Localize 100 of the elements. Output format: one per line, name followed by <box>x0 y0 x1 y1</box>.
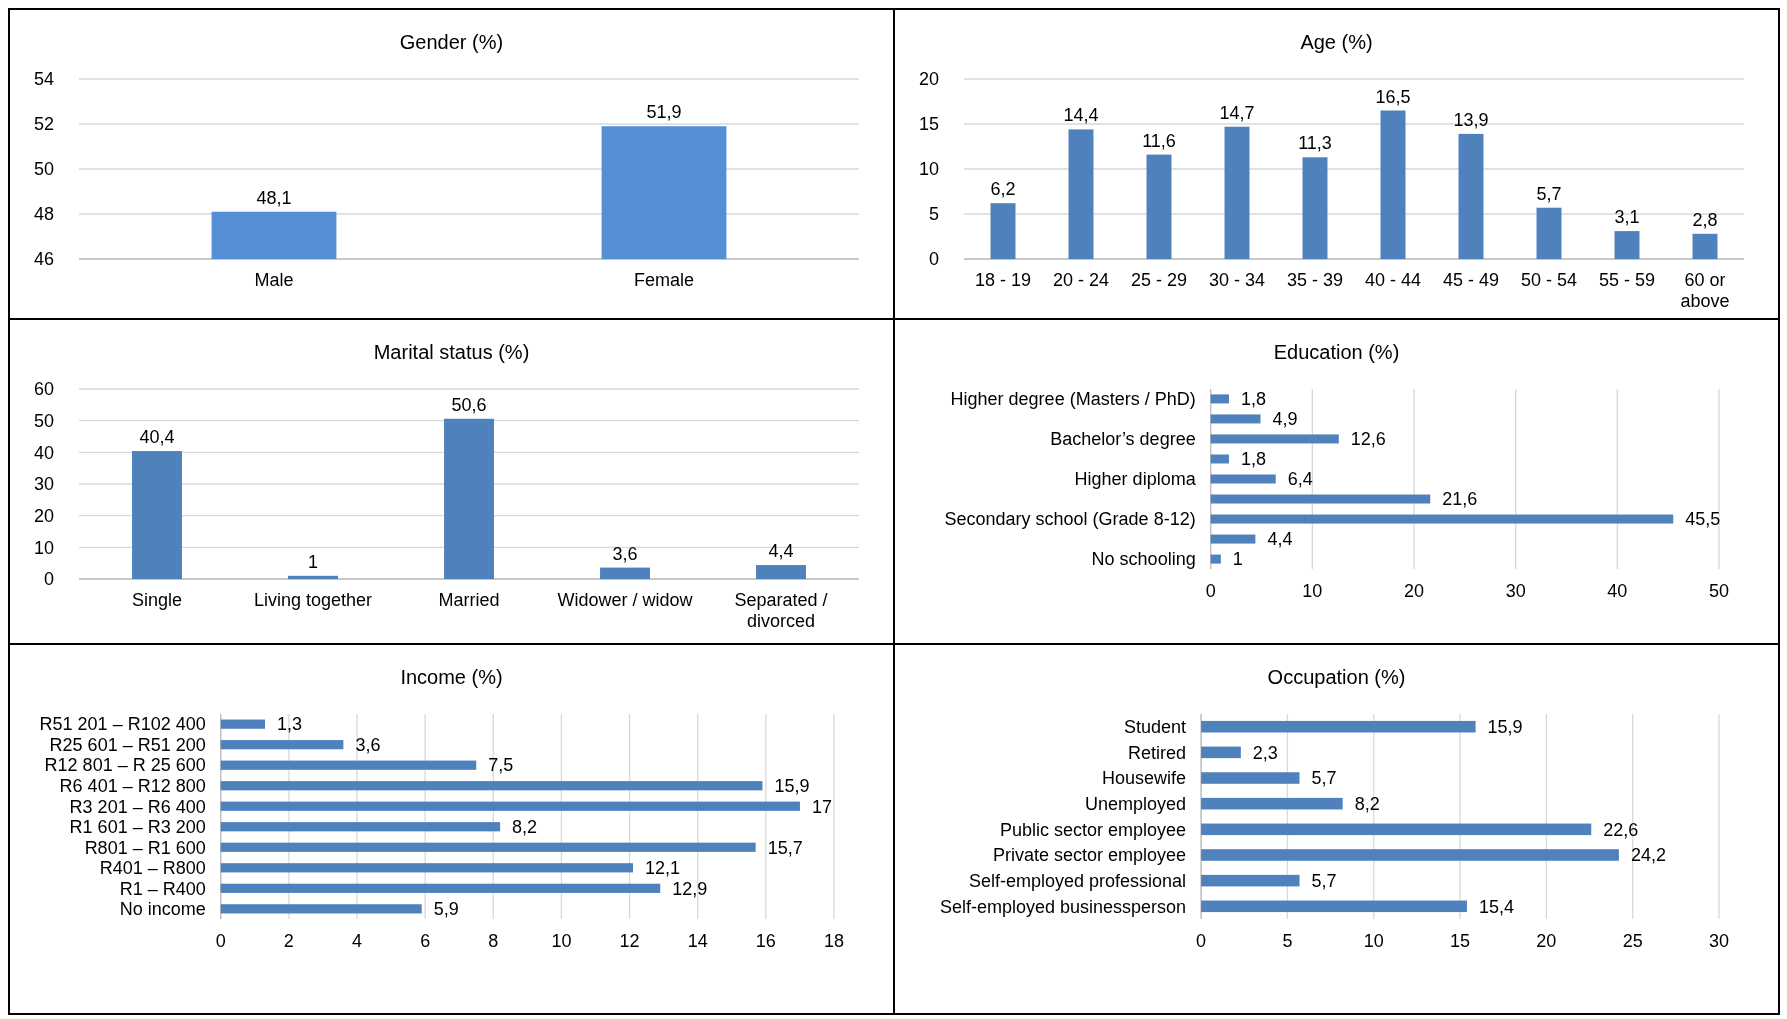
data-label: 1,3 <box>277 714 303 735</box>
x-tick-label: Married <box>438 590 500 610</box>
bar <box>220 842 756 852</box>
bar <box>220 822 501 832</box>
y-tick-label: Housewife <box>1102 768 1187 789</box>
data-label: 2,3 <box>1252 742 1278 763</box>
data-label: 11,3 <box>1298 133 1332 154</box>
x-tick-label: 0 <box>215 931 226 951</box>
data-label: 3,6 <box>355 734 381 755</box>
data-label: 11,6 <box>1142 130 1176 151</box>
data-label: 2,8 <box>1692 209 1718 230</box>
y-tick-label: R1 – R400 <box>119 878 206 899</box>
bar <box>1068 129 1094 259</box>
y-tick-label: R6 401 – R12 800 <box>59 776 206 797</box>
y-tick-label: 52 <box>33 114 54 135</box>
bar <box>220 904 422 914</box>
y-tick-label: Student <box>1124 717 1187 737</box>
data-label: 12,9 <box>672 878 708 899</box>
data-label: 8,2 <box>512 817 538 838</box>
x-tick-label: 20 <box>1403 581 1425 601</box>
x-tick-label: 16 <box>755 931 776 951</box>
data-label: 17 <box>811 796 832 817</box>
y-tick-label: Private sector employee <box>993 845 1187 866</box>
bar <box>1302 157 1328 259</box>
data-label: 6,4 <box>1287 469 1313 490</box>
y-tick-label: 40 <box>33 442 54 463</box>
x-tick-label: 14 <box>687 931 708 951</box>
data-label: 45,5 <box>1685 509 1721 530</box>
bar <box>1201 746 1241 759</box>
y-tick-label: Higher degree (Masters / PhD) <box>950 389 1196 410</box>
y-tick-label: 0 <box>928 249 939 270</box>
x-tick-label: 12 <box>619 931 640 951</box>
data-label: 14,7 <box>1219 102 1255 123</box>
data-label: 7,5 <box>488 755 514 776</box>
y-tick-label: Bachelor’s degree <box>1050 429 1196 450</box>
data-label: 24,2 <box>1630 845 1666 866</box>
x-tick-label: Single <box>131 590 183 610</box>
data-label: 15,4 <box>1478 896 1515 917</box>
x-tick-label: 4 <box>352 931 363 951</box>
data-label: 13,9 <box>1453 109 1489 130</box>
y-tick-label: R12 801 – R 25 600 <box>44 755 206 776</box>
y-tick-label: 20 <box>918 69 939 90</box>
data-label: 21,6 <box>1442 489 1478 510</box>
bar <box>1614 231 1640 259</box>
bar <box>1210 554 1221 564</box>
x-tick-label: 2 <box>283 931 294 951</box>
bar <box>1210 394 1229 404</box>
data-label: 12,1 <box>644 858 681 879</box>
y-tick-label: 48 <box>33 204 54 225</box>
bar <box>1210 534 1256 544</box>
bar <box>220 740 344 750</box>
data-label: 1,8 <box>1240 389 1266 410</box>
data-label: 22,6 <box>1603 819 1639 840</box>
bar <box>1146 154 1172 259</box>
x-tick-label: Separated / divorced <box>734 590 828 631</box>
x-tick-label: 30 <box>1708 931 1730 951</box>
data-label: 3,6 <box>612 543 638 564</box>
y-tick-label: R401 – R800 <box>99 858 206 879</box>
data-label: 51,9 <box>646 102 682 123</box>
x-tick-label: 55 - 59 <box>1598 270 1656 290</box>
y-tick-label: 20 <box>33 505 54 526</box>
bar <box>600 567 650 579</box>
y-tick-label: Unemployed <box>1085 793 1187 814</box>
x-tick-label: 10 <box>551 931 572 951</box>
data-label: 5,7 <box>1536 183 1562 204</box>
x-tick-label: 20 - 24 <box>1052 270 1110 290</box>
bar <box>1201 900 1467 913</box>
data-label: 1,8 <box>1240 449 1266 470</box>
data-label: 5,7 <box>1311 870 1337 891</box>
data-label: 4,4 <box>768 541 794 562</box>
x-tick-label: 50 - 54 <box>1520 270 1578 290</box>
chart-title: Income (%) <box>400 666 503 688</box>
data-label: 3,1 <box>1614 207 1640 228</box>
bar <box>220 801 800 811</box>
y-tick-label: Self-employed professional <box>968 870 1187 891</box>
bar <box>1210 414 1261 424</box>
bar <box>220 883 661 893</box>
data-label: 1 <box>307 551 319 572</box>
data-label: 6,2 <box>990 179 1016 200</box>
chart-title: Age (%) <box>1300 31 1373 53</box>
data-label: 5,7 <box>1311 768 1337 789</box>
x-tick-label: 18 <box>823 931 845 951</box>
x-tick-label: Male <box>254 270 294 290</box>
y-tick-label: R51 201 – R102 400 <box>39 714 206 735</box>
y-tick-label: 46 <box>33 249 54 270</box>
data-label: 15,9 <box>774 776 810 797</box>
y-tick-label: Secondary school (Grade 8-12) <box>944 509 1196 530</box>
y-tick-label: 54 <box>33 69 54 90</box>
bar <box>1201 720 1476 733</box>
chart-title: Occupation (%) <box>1267 666 1406 688</box>
bar <box>1201 849 1619 861</box>
data-label: 15,9 <box>1487 717 1523 737</box>
y-tick-label: R25 601 – R51 200 <box>49 734 206 755</box>
y-tick-label: Public sector employee <box>1000 819 1187 840</box>
x-tick-label: 30 <box>1505 581 1526 601</box>
bar <box>220 719 266 729</box>
bar <box>756 565 806 579</box>
x-tick-label: 25 <box>1622 931 1643 951</box>
bar <box>1536 207 1562 259</box>
y-tick-label: No income <box>119 899 206 920</box>
